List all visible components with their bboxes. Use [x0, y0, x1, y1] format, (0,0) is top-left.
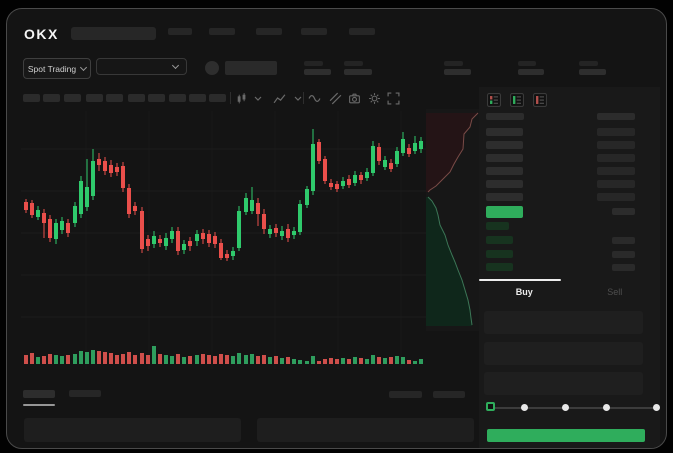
market-selector-label: Spot Trading — [27, 63, 77, 74]
stat-value-placeholder — [444, 69, 471, 75]
price-field[interactable] — [484, 311, 643, 334]
stat-label-placeholder — [579, 61, 598, 66]
orderbook-column-header — [486, 113, 524, 120]
timeframe-button-placeholder[interactable] — [189, 94, 206, 102]
stat-label-placeholder — [344, 61, 363, 66]
timeframe-button-placeholder[interactable] — [128, 94, 145, 102]
timeframe-button-placeholder[interactable] — [209, 94, 226, 102]
chevron-down-icon — [171, 61, 180, 70]
camera-icon[interactable] — [348, 92, 361, 105]
chevron-down-icon[interactable] — [253, 95, 266, 108]
stat-label-placeholder — [444, 61, 463, 66]
stat-label-placeholder — [518, 61, 536, 66]
ask-price-placeholder[interactable] — [486, 180, 523, 188]
stat-value-placeholder — [579, 69, 606, 75]
ask-amount-placeholder — [597, 193, 635, 201]
bottom-action-placeholder[interactable] — [433, 391, 465, 398]
nav-item-placeholder[interactable] — [349, 28, 375, 35]
draw-tool-icon[interactable] — [329, 92, 342, 105]
orders-table-placeholder — [24, 418, 241, 442]
depth-chart[interactable] — [426, 109, 479, 331]
nav-item-placeholder[interactable] — [209, 28, 235, 35]
candle-type-icon[interactable] — [235, 92, 248, 105]
chevron-down-icon[interactable] — [293, 95, 306, 108]
timeframe-button-placeholder[interactable] — [64, 94, 81, 102]
slider-stop-dot[interactable] — [520, 404, 528, 411]
change-placeholder — [612, 208, 635, 215]
ask-price-placeholder[interactable] — [486, 141, 523, 149]
slider-stop-dot[interactable] — [602, 404, 610, 411]
nav-item-placeholder[interactable] — [168, 28, 192, 35]
nav-item-placeholder[interactable] — [301, 28, 327, 35]
stat-value-placeholder — [518, 69, 544, 75]
active-tab-indicator — [479, 279, 561, 281]
candlestick-chart[interactable] — [21, 109, 427, 373]
timeframe-button-placeholder[interactable] — [23, 94, 40, 102]
timeframe-button-placeholder[interactable] — [106, 94, 123, 102]
bottom-tab-history[interactable] — [69, 390, 101, 397]
amount-slider[interactable] — [490, 407, 657, 409]
indicators-icon[interactable] — [273, 92, 286, 105]
bid-amount-placeholder — [612, 237, 635, 244]
ask-amount-placeholder — [597, 128, 635, 136]
bid-price-placeholder[interactable] — [486, 236, 513, 244]
last-price-badge[interactable] — [486, 206, 523, 218]
app-window: OKX Spot Trading — [6, 8, 667, 449]
total-field[interactable] — [484, 372, 643, 395]
book-both-icon[interactable] — [487, 93, 501, 107]
bid-price-placeholder[interactable] — [486, 263, 513, 271]
chevron-down-icon — [80, 63, 88, 72]
book-bids-icon[interactable] — [510, 93, 524, 107]
trade-tabs: Buy Sell — [479, 280, 660, 303]
tab-sell[interactable]: Sell — [607, 286, 623, 297]
stat-value-placeholder — [304, 69, 331, 75]
timeframe-button-placeholder[interactable] — [86, 94, 103, 102]
ask-amount-placeholder — [597, 154, 635, 162]
market-selector-dropdown[interactable]: Spot Trading — [23, 58, 91, 79]
ask-price-placeholder[interactable] — [486, 167, 523, 175]
timeframe-button-placeholder[interactable] — [169, 94, 186, 102]
pair-dropdown[interactable] — [96, 58, 187, 75]
nav-item-placeholder[interactable] — [256, 28, 282, 35]
ask-price-placeholder[interactable] — [486, 154, 523, 162]
ask-amount-placeholder — [597, 167, 635, 175]
buy-submit-button[interactable] — [487, 429, 645, 442]
bid-price-placeholder[interactable] — [486, 250, 513, 258]
amount-field[interactable] — [484, 342, 643, 365]
slider-stop-dot[interactable] — [652, 404, 660, 411]
toolbar-divider — [230, 92, 231, 104]
coin-icon — [205, 61, 219, 75]
bid-amount-placeholder — [612, 251, 635, 258]
stat-label-placeholder — [304, 61, 323, 66]
ask-price-placeholder[interactable] — [486, 193, 523, 201]
nav-search-placeholder[interactable] — [71, 27, 156, 40]
settings-gear-icon[interactable] — [368, 92, 381, 105]
slider-handle[interactable] — [486, 402, 495, 411]
bottom-active-tab-underline — [23, 404, 55, 406]
order-book-trade-panel: Buy Sell — [479, 87, 660, 448]
orderbook-column-header — [597, 113, 635, 120]
timeframe-button-placeholder[interactable] — [148, 94, 165, 102]
bottom-tab-orders[interactable] — [23, 390, 55, 398]
tab-buy[interactable]: Buy — [515, 286, 533, 297]
ask-amount-placeholder — [597, 180, 635, 188]
line-tool-icon[interactable] — [308, 92, 321, 105]
fullscreen-icon[interactable] — [387, 92, 400, 105]
book-asks-icon[interactable] — [533, 93, 547, 107]
orders-table-placeholder — [257, 418, 474, 442]
bottom-action-placeholder[interactable] — [389, 391, 422, 398]
okx-logo: OKX — [24, 26, 59, 42]
bid-amount-placeholder — [612, 264, 635, 271]
slider-stop-dot[interactable] — [561, 404, 569, 411]
ask-amount-placeholder — [597, 141, 635, 149]
pair-name-placeholder — [225, 61, 277, 75]
ask-price-placeholder[interactable] — [486, 128, 523, 136]
timeframe-button-placeholder[interactable] — [43, 94, 60, 102]
stat-value-placeholder — [344, 69, 372, 75]
toolbar-divider — [303, 92, 304, 104]
bid-price-placeholder[interactable] — [486, 222, 509, 230]
